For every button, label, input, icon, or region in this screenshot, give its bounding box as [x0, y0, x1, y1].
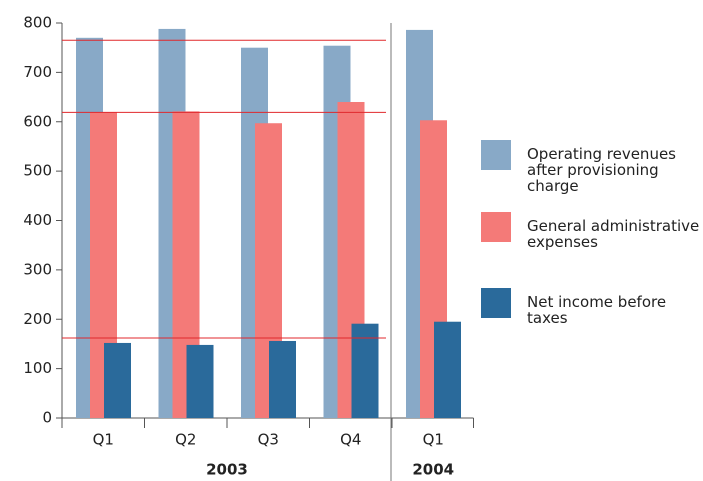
y-tick-label: 500 — [23, 162, 52, 180]
group-label: 2003 — [206, 461, 248, 479]
x-tick-label: Q3 — [258, 431, 279, 449]
x-tick-label: Q1 — [423, 431, 444, 449]
bar — [104, 342, 131, 418]
y-tick-label: 300 — [23, 260, 52, 278]
y-tick-label: 700 — [23, 63, 52, 81]
legend-swatch — [481, 140, 511, 170]
y-tick-label: 600 — [23, 112, 52, 130]
legend-label: Operating revenues after provisioning ch… — [527, 145, 676, 195]
y-tick-label: 400 — [23, 211, 52, 229]
bar — [186, 344, 214, 418]
legend-label: General administrative expenses — [527, 217, 700, 251]
y-tick-label: 200 — [23, 310, 52, 328]
y-tick-label: 100 — [23, 359, 52, 377]
x-tick-label: Q2 — [175, 431, 196, 449]
legend-swatch — [481, 288, 511, 318]
y-tick-label: 0 — [42, 409, 52, 427]
bar — [269, 340, 296, 418]
legend-label: Net income before taxes — [527, 293, 667, 327]
y-tick-label: 800 — [23, 14, 52, 32]
x-tick-label: Q4 — [340, 431, 361, 449]
x-tick-label: Q1 — [93, 431, 114, 449]
bar — [351, 323, 379, 418]
bar — [434, 321, 461, 418]
group-label: 2004 — [412, 461, 454, 479]
legend-swatch — [481, 212, 511, 242]
